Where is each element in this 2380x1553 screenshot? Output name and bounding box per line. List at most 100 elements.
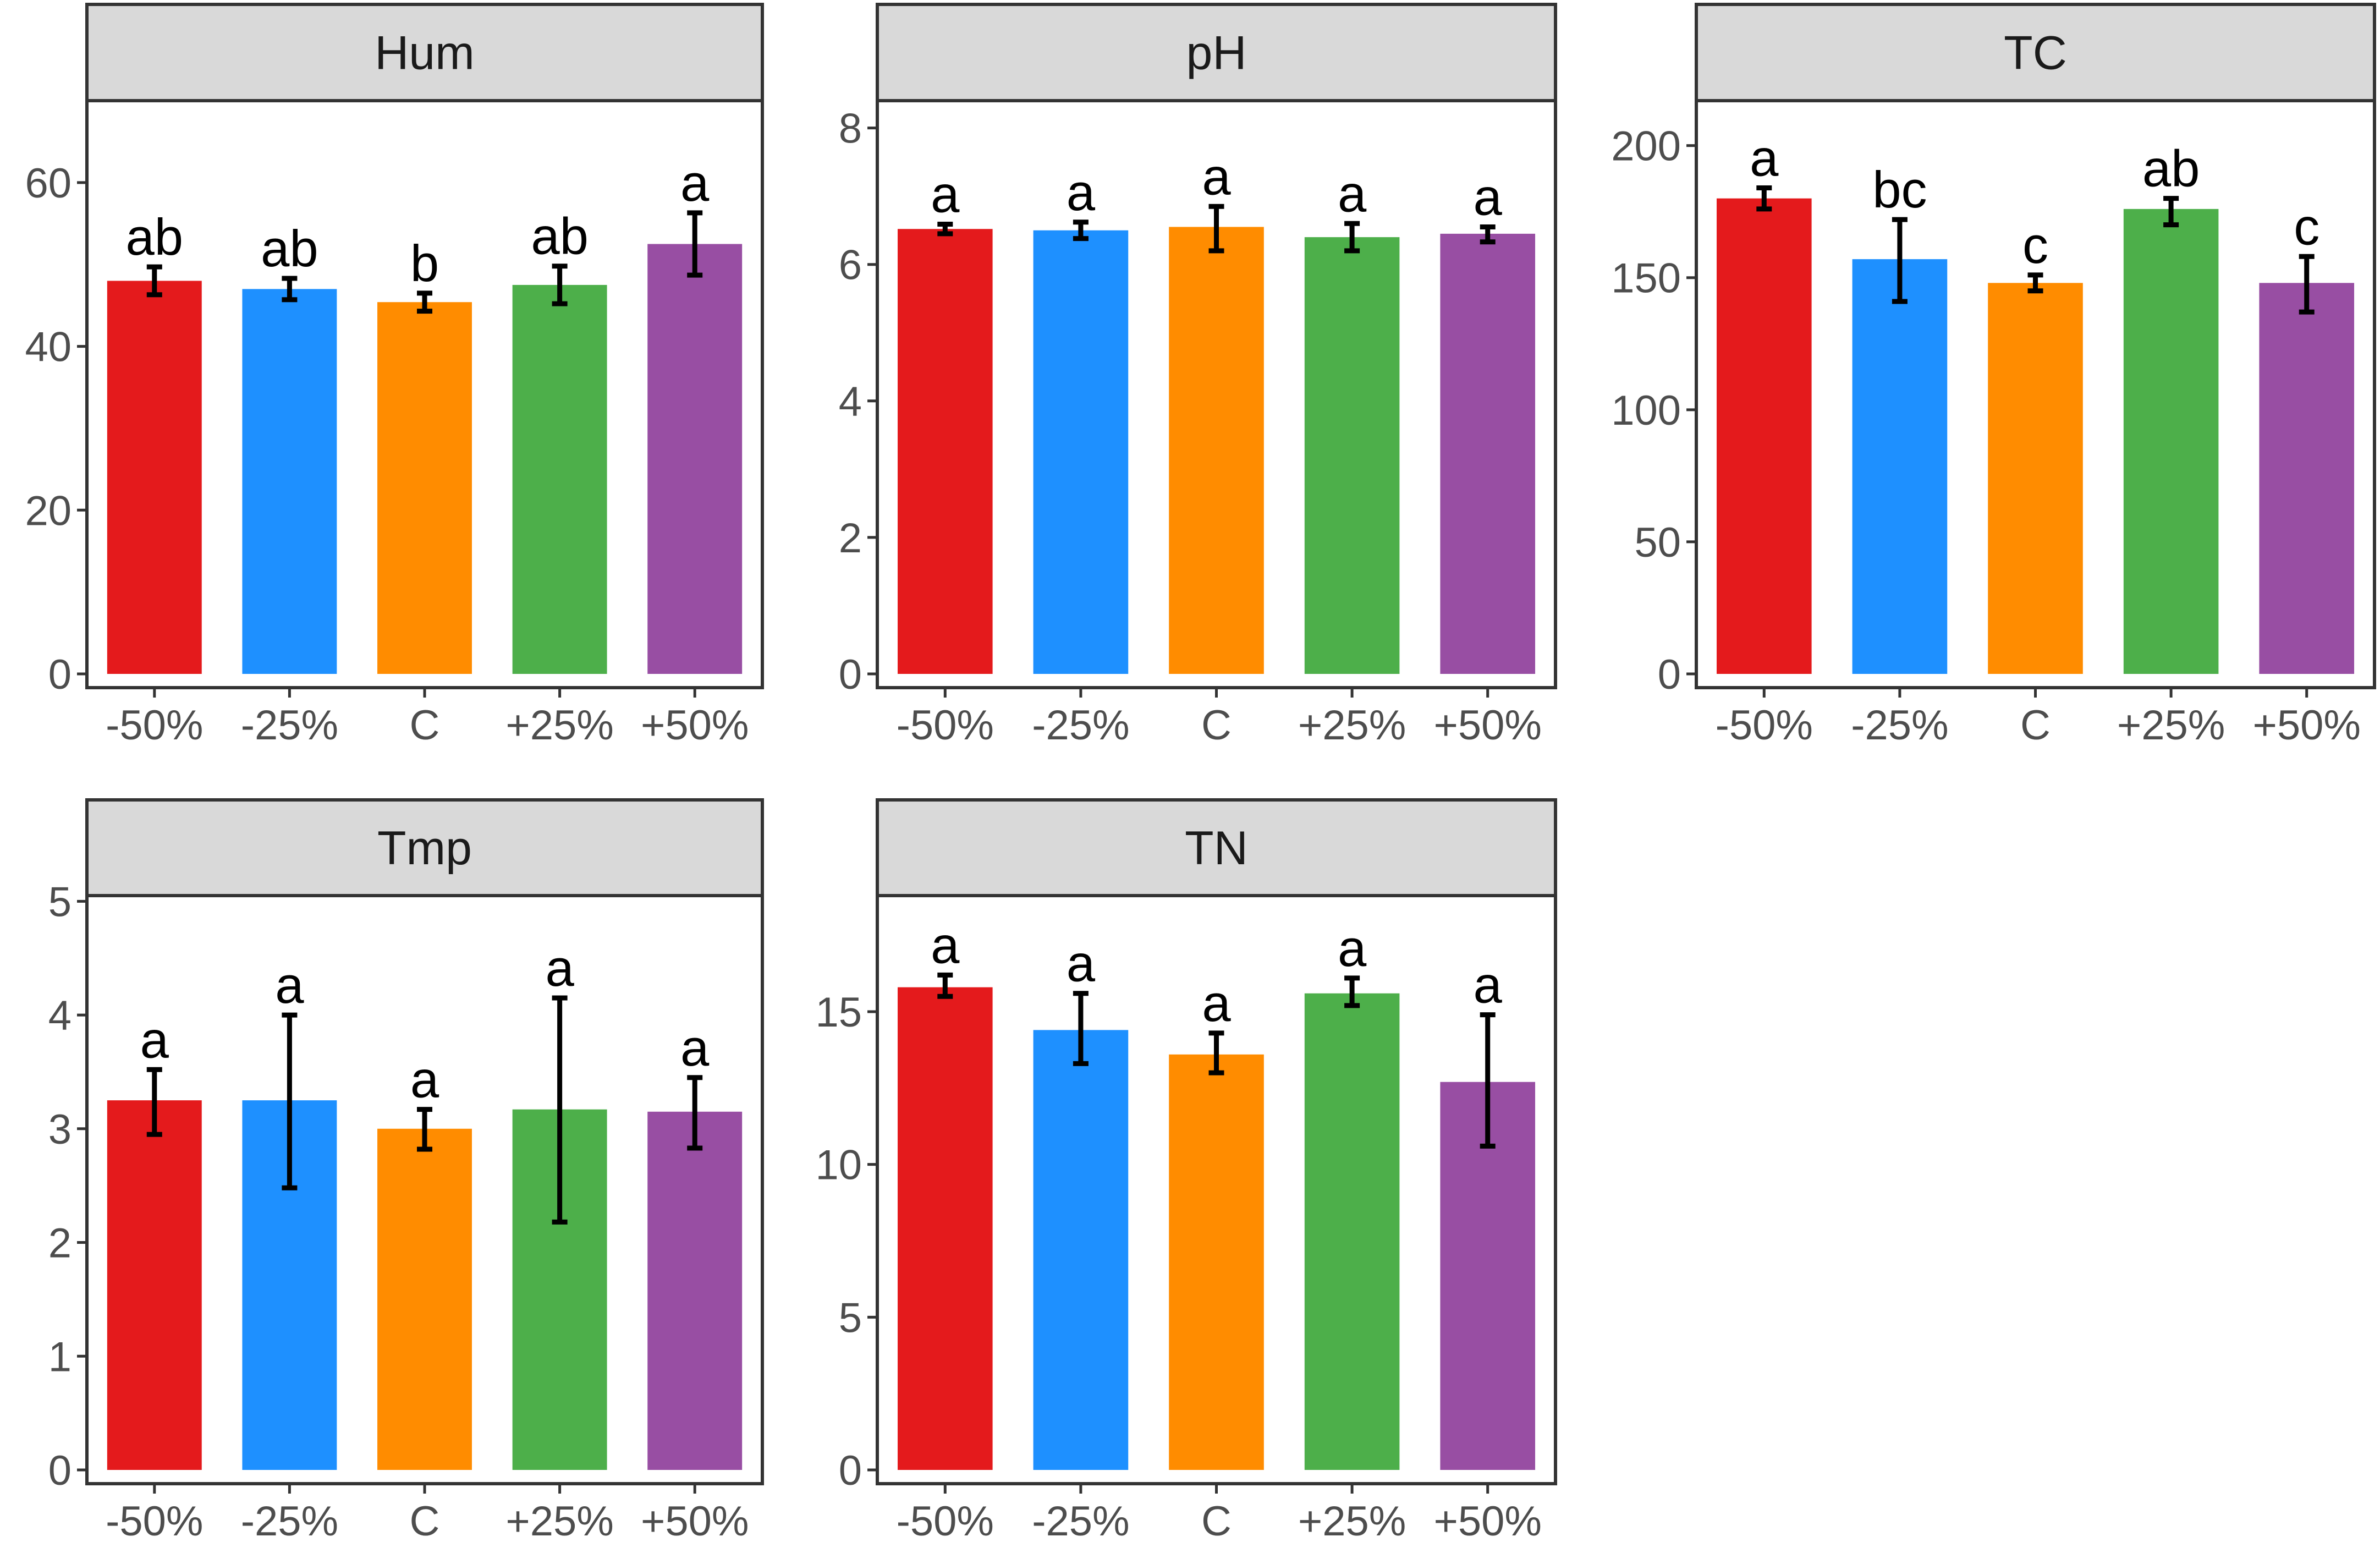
error-bar — [146, 1067, 162, 1137]
panel-tn: TN a -50% a -25% a Ca +25% a +50% 0 5 10 15 — [815, 798, 1557, 1545]
x-tick-label: -25% — [1851, 702, 1948, 749]
y-tick-label: 5 — [839, 1294, 862, 1341]
bar-ph-2 — [1169, 227, 1264, 674]
x-tick-label: +50% — [641, 1498, 749, 1545]
panel-strip — [876, 3, 1557, 102]
bar-tn-0 — [897, 987, 993, 1470]
y-tick-label: 150 — [1611, 255, 1681, 302]
bar-tmp-4 — [647, 1111, 743, 1470]
significance-label: a — [680, 154, 710, 212]
significance-label: ab — [261, 219, 318, 277]
error-bar — [1073, 991, 1089, 1066]
x-tick-label: +50% — [2252, 702, 2361, 749]
significance-label: a — [1750, 129, 1779, 186]
error-bar — [1480, 224, 1496, 245]
y-tick-label: 10 — [815, 1142, 862, 1189]
significance-label: a — [931, 166, 960, 223]
significance-label: ab — [126, 208, 184, 266]
bar-tn-2 — [1169, 1054, 1264, 1470]
significance-label: a — [1474, 168, 1503, 226]
bar-ph-4 — [1440, 233, 1536, 674]
y-tick-label: 0 — [48, 651, 72, 698]
error-bar — [1756, 185, 1772, 212]
significance-label: a — [275, 956, 304, 1014]
error-bar — [552, 264, 568, 306]
error-bar — [2027, 272, 2043, 294]
y-tick-label: 100 — [1611, 387, 1681, 434]
x-tick-label: -50% — [897, 1498, 994, 1545]
x-tick-label: +50% — [641, 702, 749, 749]
panel-tmp: Tmp a -50% a -25% a Ca +25% a +50% 0 1 2 3 4 5 — [48, 798, 764, 1545]
bar-tc-0 — [1716, 198, 1812, 674]
y-tick-label: 15 — [815, 989, 862, 1036]
significance-label: a — [1067, 935, 1096, 992]
x-tick-label: C — [410, 702, 440, 749]
significance-label: a — [410, 1051, 439, 1108]
significance-label: ab — [2142, 140, 2200, 197]
y-tick-label: 5 — [48, 879, 72, 925]
bar-hum-0 — [107, 281, 202, 674]
bar-hum-3 — [512, 284, 607, 674]
error-bar — [687, 210, 703, 278]
panel-strip — [85, 798, 764, 897]
error-bar — [146, 264, 162, 298]
bar-tn-1 — [1033, 1030, 1129, 1470]
bar-ph-1 — [1033, 230, 1129, 674]
x-tick-label: -50% — [1716, 702, 1813, 749]
panel-strip — [1695, 3, 2376, 102]
x-tick-label: +25% — [1298, 1498, 1406, 1545]
panel-border — [876, 99, 1557, 689]
x-tick-label: -25% — [1032, 702, 1129, 749]
bar-tmp-2 — [377, 1128, 472, 1470]
error-bar — [417, 1107, 432, 1152]
x-tick-label: C — [2020, 702, 2051, 749]
error-bar — [1480, 1012, 1496, 1149]
error-bar — [2299, 254, 2315, 315]
y-tick-label: 4 — [839, 378, 862, 425]
bar-hum-2 — [377, 302, 472, 674]
y-tick-label: 8 — [839, 106, 862, 152]
error-bar — [282, 1012, 298, 1190]
significance-label: a — [140, 1011, 169, 1068]
panel-tc: TC a -50% bc -25% c Cab +25% c +50% 0 50 100 150 200 — [1611, 3, 2376, 749]
x-tick-label: +50% — [1433, 702, 1542, 749]
panel-strip — [85, 3, 764, 102]
x-tick-label: -50% — [897, 702, 994, 749]
bar-ph-0 — [897, 229, 993, 674]
panel-title: TC — [2004, 27, 2067, 80]
bar-tn-3 — [1304, 993, 1400, 1470]
error-bar — [2163, 196, 2179, 228]
error-bar — [1344, 975, 1360, 1008]
x-tick-label: -50% — [106, 1498, 203, 1545]
panel-border — [876, 894, 1557, 1485]
panel-border — [85, 99, 764, 689]
y-tick-label: 50 — [1634, 519, 1681, 566]
bar-tc-4 — [2259, 283, 2355, 674]
panel-hum: Hum ab -50% ab -25% b Cab +25% a +50% 0 20 40 60 — [25, 3, 764, 749]
error-bar — [417, 290, 432, 314]
y-tick-label: 6 — [839, 242, 862, 289]
significance-label: a — [931, 916, 960, 974]
significance-label: a — [1474, 956, 1503, 1014]
significance-label: a — [1067, 163, 1096, 221]
y-tick-label: 200 — [1611, 123, 1681, 170]
y-tick-label: 0 — [839, 1447, 862, 1494]
panel-title: pH — [1186, 27, 1247, 80]
significance-label: bc — [1872, 161, 1927, 218]
panel-title: Tmp — [377, 822, 472, 875]
panel-ph: pH a -50% a -25% a Ca +25% a +50% 0 2 4 6 8 — [839, 3, 1557, 749]
error-bar — [1892, 217, 1908, 304]
error-bar — [937, 972, 953, 999]
x-tick-label: +50% — [1433, 1498, 1542, 1545]
significance-label: a — [1202, 147, 1231, 205]
y-tick-label: 0 — [48, 1447, 72, 1494]
significance-label: a — [545, 939, 574, 997]
significance-label: a — [1338, 164, 1367, 222]
x-tick-label: +25% — [1298, 702, 1406, 749]
panel-border — [1695, 99, 2376, 689]
bar-hum-4 — [647, 244, 743, 674]
panel-title: Hum — [375, 27, 475, 80]
y-tick-label: 2 — [839, 515, 862, 562]
significance-label: c — [2022, 216, 2048, 274]
x-tick-label: C — [1201, 702, 1232, 749]
